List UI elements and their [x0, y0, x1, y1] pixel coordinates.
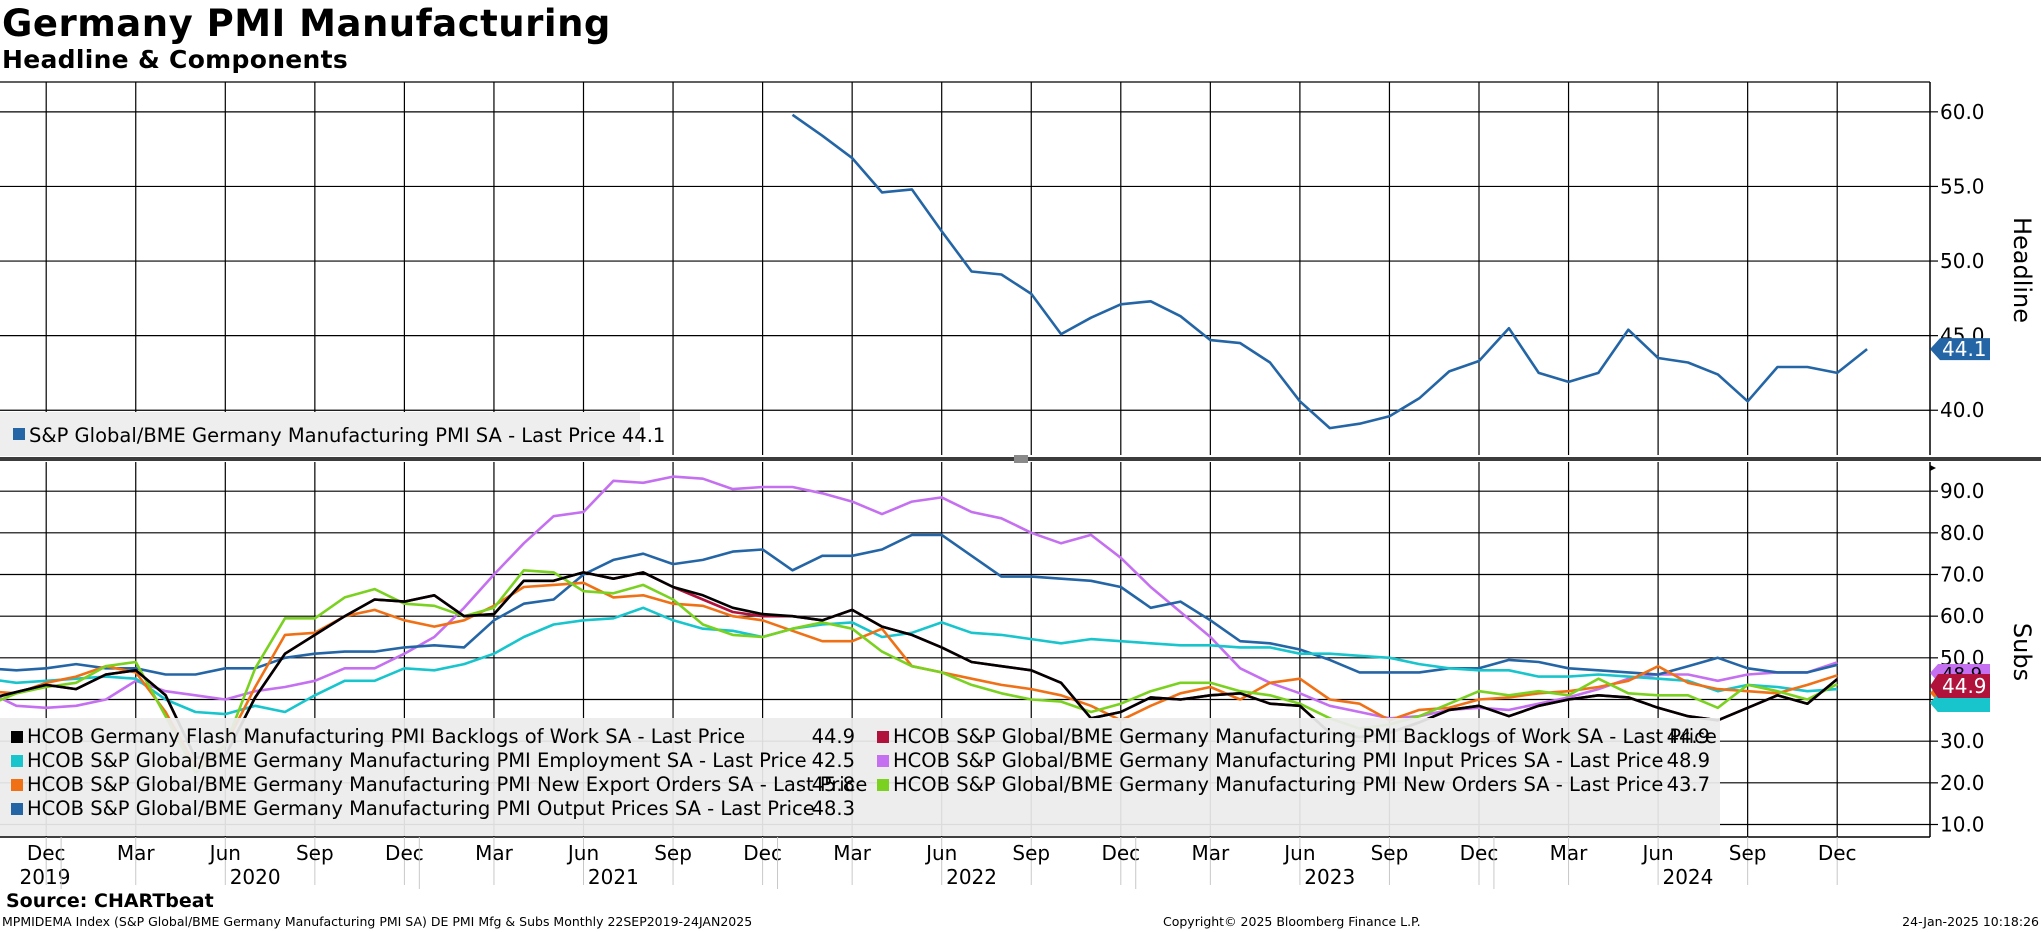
y-tick-label-headline: 50.0: [1940, 249, 1985, 273]
y-tick-label-subs: 70.0: [1940, 563, 1985, 587]
x-tick-label-month: Jun: [208, 841, 241, 865]
y-tick-label-headline: 60.0: [1940, 100, 1985, 124]
pmi-chart: S&P Global/BME Germany Manufacturing PMI…: [0, 81, 2041, 889]
last-value-tag-headline: [1930, 338, 1990, 361]
axis-marker: [1930, 465, 1936, 471]
legend-item-label: HCOB S&P Global/BME Germany Manufacturin…: [27, 797, 815, 820]
last-value-edge: [1930, 694, 1990, 712]
x-tick-label-month: Dec: [27, 841, 66, 865]
x-tick-label-month: Dec: [743, 841, 782, 865]
legend-item-value: 48.9: [1667, 749, 1710, 772]
legend-swatch: [877, 779, 889, 791]
last-value-tag-backlogs-text: 44.9: [1942, 674, 1987, 698]
legend-subs-box: [0, 718, 1720, 836]
footer-timestamp: 24-Jan-2025 10:18:26: [1902, 914, 2039, 929]
series-lines: [0, 113, 1868, 774]
y-tick-label-subs: 60.0: [1940, 604, 1985, 628]
x-tick-label-month: Jun: [1640, 841, 1673, 865]
x-tick-label-month: Jun: [566, 841, 599, 865]
y-tick-label-subs: 90.0: [1940, 479, 1985, 503]
legend-headline-box: [0, 412, 640, 456]
source-note: Source: CHARTbeat: [6, 890, 214, 912]
x-tick-label-year: 2019: [20, 865, 71, 889]
chart-subtitle: Headline & Components: [2, 45, 349, 74]
x-tick-label-month: Dec: [385, 841, 424, 865]
legend-item-value: 44.9: [812, 725, 855, 748]
legend-swatch: [877, 755, 889, 767]
line-series-3: [0, 475, 1838, 720]
x-tick-label-year: 2021: [588, 865, 639, 889]
legend-swatch: [11, 731, 23, 743]
y-tick-label-subs: 30.0: [1940, 729, 1985, 753]
chart-title: Germany PMI Manufacturing: [2, 2, 611, 45]
x-tick-label-year: 2024: [1662, 865, 1713, 889]
legend-item-label: HCOB S&P Global/BME Germany Manufacturin…: [893, 773, 1663, 796]
axes: 60.055.050.045.040.090.080.070.060.050.0…: [0, 81, 2041, 889]
footer-ticker-info: MPMIDEMA Index (S&P Global/BME Germany M…: [2, 914, 753, 929]
y-tick-label-headline: 40.0: [1940, 398, 1985, 422]
line-series-2: [0, 606, 1838, 716]
x-tick-label-month: Dec: [1101, 841, 1140, 865]
legend-swatch: [877, 731, 889, 743]
x-tick-label-month: Jun: [924, 841, 957, 865]
x-tick-label-month: Sep: [1729, 841, 1767, 865]
legend-swatch: [11, 755, 23, 767]
footer-copyright: Copyright© 2025 Bloomberg Finance L.P.: [1163, 914, 1421, 929]
legend-item-label: HCOB S&P Global/BME Germany Manufacturin…: [893, 749, 1664, 772]
y-tick-label-subs: 10.0: [1940, 813, 1985, 837]
legends: S&P Global/BME Germany Manufacturing PMI…: [0, 412, 1720, 836]
panel-divider-handle[interactable]: [1014, 455, 1028, 463]
legend-item-label: HCOB Germany Flash Manufacturing PMI Bac…: [27, 725, 745, 748]
legend-item-value: 43.7: [1667, 773, 1710, 796]
line-series-5: [0, 568, 1838, 774]
x-tick-label-month: Jun: [1282, 841, 1315, 865]
x-tick-label-month: Sep: [296, 841, 334, 865]
x-tick-label-month: Mar: [1550, 841, 1589, 865]
line-series-6: [0, 533, 1838, 676]
legend-item-value: 44.9: [1667, 725, 1710, 748]
x-tick-label-month: Mar: [1191, 841, 1230, 865]
x-tick-label-year: 2020: [230, 865, 281, 889]
line-series-0: [0, 571, 1839, 760]
x-tick-label-month: Sep: [654, 841, 692, 865]
legend-swatch: [11, 779, 23, 791]
legend-item-label: HCOB S&P Global/BME Germany Manufacturin…: [27, 749, 807, 772]
x-tick-label-year: 2023: [1304, 865, 1355, 889]
legend-swatch: [13, 428, 25, 440]
y-tick-label-subs: 20.0: [1940, 771, 1985, 795]
legend-item-label: HCOB S&P Global/BME Germany Manufacturin…: [893, 725, 1717, 748]
y-tick-label-headline: 55.0: [1940, 174, 1985, 198]
y-axis-title-headline: Headline: [2008, 217, 2036, 323]
x-tick-label-month: Dec: [1818, 841, 1857, 865]
x-tick-label-month: Mar: [117, 841, 156, 865]
x-tick-label-month: Mar: [475, 841, 514, 865]
legend-item-value: 42.5: [812, 749, 855, 772]
legend-item-label: HCOB S&P Global/BME Germany Manufacturin…: [27, 773, 867, 796]
x-tick-label-month: Dec: [1460, 841, 1499, 865]
line-headline: [791, 113, 1868, 430]
x-tick-label-month: Sep: [1012, 841, 1050, 865]
legend-item-value: 45.8: [812, 773, 855, 796]
x-tick-label-year: 2022: [946, 865, 997, 889]
x-tick-label-month: Sep: [1371, 841, 1409, 865]
y-axis-title-subs: Subs: [2008, 623, 2036, 681]
last-value-tag-headline-text: 44.1: [1942, 337, 1987, 361]
x-tick-label-month: Mar: [833, 841, 872, 865]
legend-swatch: [11, 803, 23, 815]
legend-item-value: 48.3: [812, 797, 855, 820]
last-value-tag-backlogs: [1930, 674, 1990, 698]
legend-item-headline: S&P Global/BME Germany Manufacturing PMI…: [29, 424, 665, 447]
y-tick-label-subs: 80.0: [1940, 521, 1985, 545]
